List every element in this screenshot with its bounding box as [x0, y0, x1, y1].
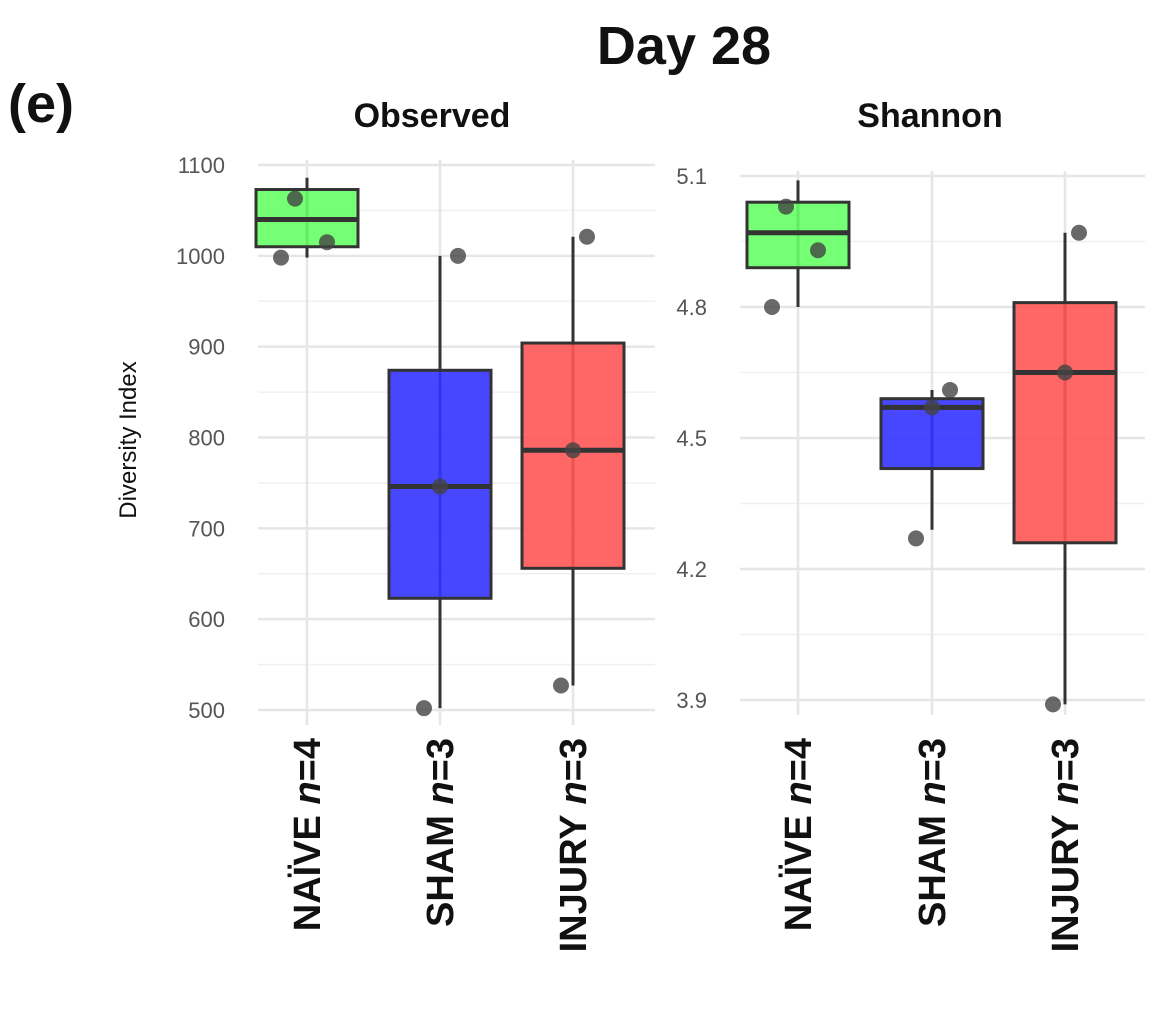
data-point — [432, 478, 448, 495]
box-injury — [1012, 224, 1118, 713]
x-tick-label: INJURY n=3 — [1045, 738, 1087, 952]
panel-tag: (e) — [8, 74, 74, 134]
figure-title: Day 28 — [597, 16, 771, 76]
data-point — [553, 677, 569, 694]
data-point — [416, 700, 432, 717]
data-point — [319, 234, 335, 251]
data-point — [1071, 224, 1087, 241]
data-point — [764, 299, 780, 315]
shannon-title: Shannon — [857, 97, 1002, 135]
box-nave — [745, 180, 851, 315]
data-point — [273, 249, 289, 266]
data-point — [924, 399, 940, 416]
data-point — [778, 198, 794, 215]
data-point — [450, 247, 466, 264]
y-tick-label: 1000 — [176, 244, 225, 269]
y-axis-label: Diversity Index — [115, 361, 142, 518]
data-point — [565, 442, 581, 459]
box-injury — [520, 228, 626, 694]
data-point — [1057, 364, 1073, 381]
x-tick-label: NAÏVE n=4 — [286, 738, 329, 931]
y-tick-label: 3.9 — [676, 688, 707, 713]
y-tick-label: 4.8 — [676, 295, 707, 320]
y-tick-label: 700 — [188, 516, 225, 541]
x-tick-label: SHAM n=3 — [912, 738, 954, 927]
observed-title: Observed — [354, 97, 511, 135]
data-point — [1045, 696, 1061, 713]
data-point — [579, 228, 595, 245]
data-point — [908, 530, 924, 547]
x-tick-label: INJURY n=3 — [553, 738, 595, 952]
data-point — [287, 190, 303, 207]
y-tick-label: 600 — [188, 607, 225, 632]
observed-panel: Observed 500 600 700 800 900 1000 1100 NAÏVE n=… — [176, 97, 655, 952]
x-tick-label: SHAM n=3 — [420, 738, 462, 927]
box-sham — [879, 381, 985, 547]
y-tick-label: 500 — [188, 698, 225, 723]
data-point — [810, 242, 826, 259]
y-tick-label: 4.5 — [676, 426, 707, 451]
x-tick-label: NAÏVE n=4 — [777, 738, 820, 931]
y-tick-label: 5.1 — [676, 164, 707, 189]
shannon-panel: Shannon 3.9 4.2 4.5 4.8 5.1 NAÏVE n=4 SHAM n=3… — [676, 97, 1145, 952]
data-point — [942, 381, 958, 398]
iqr-box — [1012, 301, 1118, 545]
box-nave — [254, 177, 360, 266]
y-tick-label: 800 — [188, 426, 225, 451]
y-tick-label: 900 — [188, 335, 225, 360]
y-tick-label: 1100 — [178, 153, 225, 178]
box-sham — [387, 247, 493, 717]
y-tick-label: 4.2 — [676, 557, 707, 582]
